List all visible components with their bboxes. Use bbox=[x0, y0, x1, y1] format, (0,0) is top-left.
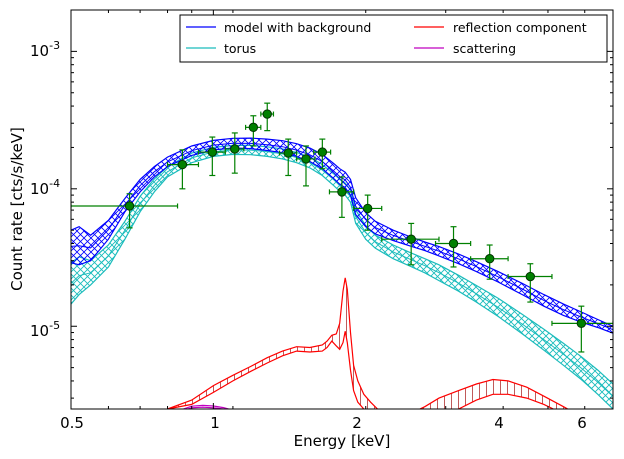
data-marker bbox=[177, 159, 188, 170]
data-marker bbox=[207, 147, 218, 157]
data-point-5 bbox=[260, 102, 275, 132]
data-marker bbox=[406, 234, 416, 244]
legend-label-reflection: reflection component bbox=[453, 20, 587, 35]
series-scattering bbox=[181, 404, 231, 409]
x-tick-label-4: 4 bbox=[494, 414, 504, 432]
model-upper-line bbox=[71, 137, 613, 327]
data-marker bbox=[262, 109, 272, 119]
x-tick-label-0.5: 0.5 bbox=[60, 414, 84, 432]
data-point-11 bbox=[381, 222, 440, 266]
plot-frame bbox=[70, 9, 614, 410]
data-marker bbox=[230, 144, 240, 154]
legend: model with background reflection compone… bbox=[179, 14, 608, 63]
data-point-13 bbox=[470, 244, 509, 280]
data-marker bbox=[124, 201, 135, 211]
data-marker bbox=[283, 148, 293, 158]
data-point-8 bbox=[313, 138, 332, 170]
torus-center-line bbox=[71, 149, 613, 397]
data-marker bbox=[484, 254, 495, 264]
data-marker bbox=[248, 122, 259, 133]
data-marker bbox=[525, 271, 536, 282]
data-point-0 bbox=[71, 193, 179, 229]
legend-label-model: model with background bbox=[224, 20, 371, 35]
legend-box bbox=[179, 14, 608, 63]
x-tick-label-2: 2 bbox=[352, 414, 362, 432]
model-lower-line bbox=[71, 147, 613, 334]
data-marker bbox=[317, 147, 328, 157]
data-points bbox=[71, 102, 613, 353]
data-point-9 bbox=[328, 176, 355, 218]
data-marker bbox=[576, 318, 587, 329]
scattering-lower-line bbox=[185, 406, 226, 409]
y-axis-tick-labels: 10-5 10-4 10-3 bbox=[30, 39, 60, 340]
data-point-4 bbox=[245, 115, 262, 147]
reflection-band-fill bbox=[167, 277, 568, 409]
reflection-upper-line bbox=[167, 277, 569, 409]
data-point-12 bbox=[434, 226, 472, 268]
data-point-2 bbox=[197, 136, 226, 177]
data-point-3 bbox=[224, 132, 245, 174]
y-tick-label-1e-3: 10-3 bbox=[30, 39, 60, 60]
legend-label-scattering: scattering bbox=[453, 41, 516, 56]
legend-label-torus: torus bbox=[224, 41, 256, 56]
reflection-lower-line bbox=[167, 331, 555, 409]
data-marker bbox=[362, 203, 373, 214]
data-marker bbox=[337, 187, 347, 197]
x-tick-label-6: 6 bbox=[577, 414, 587, 432]
x-axis-tick-labels: 0.5 1 2 4 6 bbox=[60, 414, 587, 432]
data-point-15 bbox=[551, 305, 613, 353]
data-point-6 bbox=[278, 138, 298, 177]
data-point-7 bbox=[296, 145, 316, 187]
series-reflection bbox=[167, 277, 569, 409]
data-point-1 bbox=[166, 149, 200, 190]
data-point-14 bbox=[507, 263, 553, 303]
data-marker bbox=[301, 154, 311, 164]
y-tick-label-1e-4: 10-4 bbox=[30, 177, 60, 198]
data-point-10 bbox=[353, 194, 383, 231]
axis-ticks bbox=[70, 9, 613, 409]
y-axis-label: Count rate [cts/s/keV] bbox=[8, 127, 26, 291]
data-marker bbox=[448, 238, 459, 249]
x-axis-label: Energy [keV] bbox=[294, 432, 391, 450]
scattering-upper-line bbox=[181, 404, 231, 409]
x-tick-label-1: 1 bbox=[210, 414, 220, 432]
y-tick-label-1e-5: 10-5 bbox=[30, 319, 60, 340]
